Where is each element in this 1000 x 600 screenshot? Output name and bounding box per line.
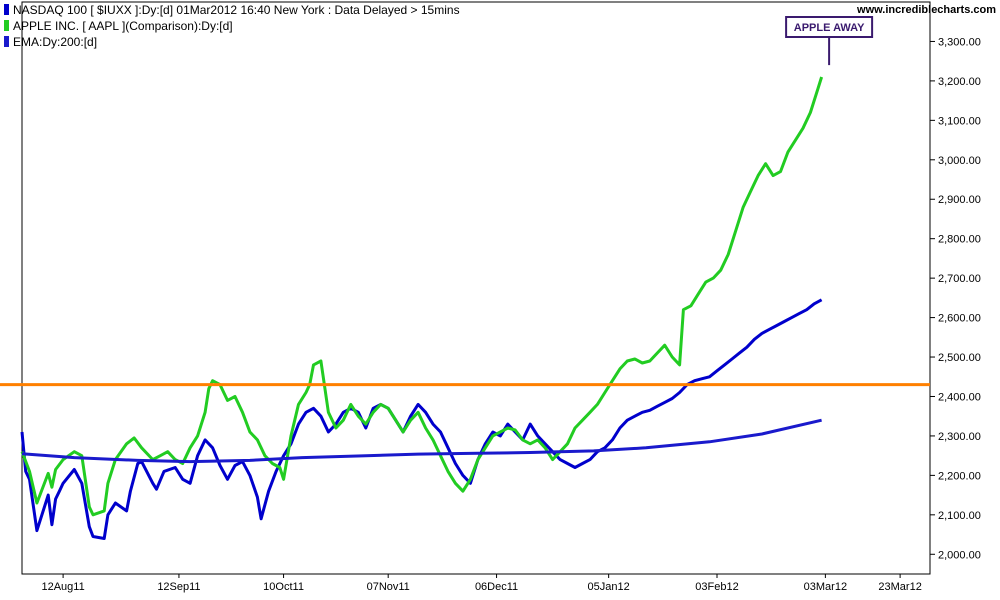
series-line-2 [21,418,822,464]
x-tick-label: 23Mar12 [878,581,921,593]
y-tick-label: 2,500.00 [938,352,981,364]
annotation: APPLE AWAY [785,16,874,66]
y-axis: 2,000.00 2,100.00 2,200.00 2,300.00 2,400.00… [930,36,981,561]
y-tick-label: 2,800.00 [938,234,981,246]
x-tick-label: 05Jan12 [588,581,630,593]
y-tick-label: 3,300.00 [938,36,981,48]
y-tick-label: 2,200.00 [938,470,981,482]
x-tick-label: 12Aug11 [41,581,84,593]
series-line-1 [20,76,824,517]
y-tick-label: 2,300.00 [938,431,981,443]
source-label: www.incrediblecharts.com [856,4,996,16]
legend-label: EMA:Dy:200:[d] [13,35,97,49]
plot-area [21,1,931,575]
x-axis: 12Aug11 12Sep11 10Oct11 07Nov11 06Dec11 05Jan… [41,574,922,593]
x-tick-label: 07Nov11 [367,581,410,593]
x-tick-label: 03Mar12 [804,581,847,593]
y-tick-label: 3,000.00 [938,155,981,167]
legend-label: NASDAQ 100 [ $IUXX ]:Dy:[d] 01Mar2012 16… [13,3,460,17]
y-tick-label: 2,900.00 [938,194,981,206]
y-tick-label: 2,000.00 [938,549,981,561]
legend-swatch [4,20,9,31]
x-tick-label: 12Sep11 [157,581,200,593]
x-tick-label: 06Dec11 [475,581,518,593]
y-tick-label: 2,600.00 [938,313,981,325]
y-tick-label: 2,100.00 [938,510,981,522]
legend-swatch [4,4,9,15]
legend-swatch [4,36,9,47]
legend-label: APPLE INC. [ AAPL ](Comparison):Dy:[d] [13,19,233,33]
annotation-text: APPLE AWAY [794,22,865,34]
series-line-0 [20,298,823,540]
legend: NASDAQ 100 [ $IUXX ]:Dy:[d] 01Mar2012 16… [4,3,460,49]
y-tick-label: 2,400.00 [938,391,981,403]
y-tick-label: 3,100.00 [938,115,981,127]
x-tick-label: 03Feb12 [695,581,738,593]
series-layer [20,76,824,540]
y-tick-label: 2,700.00 [938,273,981,285]
y-tick-label: 3,200.00 [938,76,981,88]
x-tick-label: 10Oct11 [263,581,304,593]
